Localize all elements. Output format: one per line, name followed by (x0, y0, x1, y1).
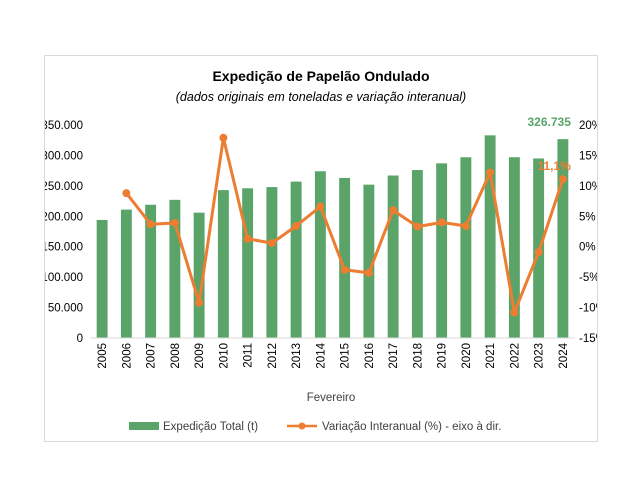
chart-subtitle: (dados originais em toneladas e variação… (176, 90, 466, 104)
x-tick-label: 2017 (388, 343, 400, 369)
annotations: 326.735 11,1% (527, 115, 571, 173)
x-tick-label: 2019 (437, 343, 449, 369)
legend-bar-label: Expedição Total (t) (163, 421, 258, 433)
bar-data-label: 326.735 (527, 115, 571, 129)
x-axis-label: Fevereiro (307, 392, 356, 404)
line-point (316, 202, 325, 211)
x-tick-label: 2010 (218, 343, 230, 369)
bar (193, 212, 205, 338)
y-left-tick-label: 0 (77, 333, 83, 345)
line-point (292, 222, 301, 231)
line-point (243, 234, 252, 243)
line-series (122, 133, 567, 317)
x-tick-label: 2008 (170, 343, 182, 369)
line-point (510, 308, 519, 317)
x-tick-label: 2009 (194, 343, 206, 369)
y-right-tick-label: 15% (579, 150, 597, 162)
x-tick-label: 2016 (364, 343, 376, 369)
bar (290, 181, 302, 338)
bar (484, 135, 496, 338)
x-tick-label: 2018 (412, 343, 424, 369)
bar (96, 219, 108, 338)
x-tick-label: 2013 (291, 343, 303, 369)
x-axis: 2005 2006 2007 2008 2009 2010 2011 2012 2013 2014… (97, 342, 570, 368)
line-point (267, 239, 276, 248)
x-tick-label: 2012 (267, 343, 279, 369)
x-tick-label: 2006 (121, 343, 133, 369)
legend-line-marker (298, 422, 306, 430)
line-point (461, 222, 470, 231)
bar (314, 171, 326, 338)
x-tick-label: 2021 (485, 343, 497, 369)
chart: Expedição de Papelão Ondulado (dados ori… (45, 68, 597, 433)
chart-frame: Expedição de Papelão Ondulado (dados ori… (44, 55, 598, 442)
bar (387, 175, 399, 338)
bar (460, 157, 472, 338)
bar (436, 163, 448, 338)
line-point (219, 133, 228, 142)
y-right-axis: -15% -10% -5% 0% 5% 10% 15% 20% (579, 120, 597, 345)
x-tick-label: 2022 (509, 343, 521, 369)
x-tick-label: 2015 (340, 343, 352, 369)
y-left-tick-label: 250.000 (45, 181, 83, 193)
legend: Expedição Total (t) Variação Interanual … (129, 421, 501, 433)
y-right-tick-label: 0% (579, 242, 596, 254)
y-right-tick-label: 10% (579, 181, 597, 193)
y-right-tick-label: -15% (579, 333, 597, 345)
y-right-tick-label: 5% (579, 211, 596, 223)
x-tick-label: 2011 (243, 343, 255, 368)
bar (145, 204, 157, 338)
bar (508, 157, 520, 338)
bar (557, 139, 569, 338)
chart-title: Expedição de Papelão Ondulado (212, 68, 429, 84)
bar (411, 170, 423, 338)
bar (169, 199, 181, 338)
x-tick-label: 2023 (534, 343, 546, 369)
line-point (413, 222, 422, 231)
line-point (146, 220, 155, 229)
bar (363, 184, 375, 338)
x-tick-label: 2024 (558, 342, 570, 368)
y-left-tick-label: 350.000 (45, 120, 83, 132)
y-left-tick-label: 300.000 (45, 150, 83, 162)
y-left-tick-label: 150.000 (45, 242, 83, 254)
line-point (486, 168, 495, 177)
bar (339, 177, 351, 338)
bar (120, 209, 132, 338)
line-point (437, 218, 446, 227)
y-left-tick-label: 200.000 (45, 211, 83, 223)
legend-bar-swatch (129, 422, 159, 430)
legend-line-label: Variação Interanual (%) - eixo à dir. (322, 421, 501, 433)
line-point (170, 218, 179, 227)
line-point (122, 189, 131, 198)
y-left-tick-label: 50.000 (48, 303, 83, 315)
bar (242, 188, 254, 338)
y-left-tick-label: 100.000 (45, 272, 83, 284)
y-right-tick-label: -5% (579, 272, 597, 284)
x-tick-label: 2014 (315, 342, 327, 368)
bar (266, 187, 278, 338)
bar (217, 190, 229, 338)
line-point (340, 265, 349, 274)
x-tick-label: 2005 (97, 343, 109, 369)
y-left-axis: 0 50.000 100.000 150.000 200.000 250.000 300.0… (45, 120, 83, 345)
x-tick-label: 2007 (146, 343, 158, 369)
line-point (558, 175, 567, 184)
line-point (195, 298, 204, 307)
y-right-tick-label: -10% (579, 303, 597, 315)
y-right-tick-label: 20% (579, 120, 597, 132)
x-tick-label: 2020 (461, 343, 473, 369)
line-data-label: 11,1% (538, 159, 572, 173)
line-point (389, 206, 398, 215)
line-point (364, 268, 373, 277)
line-point (534, 248, 543, 257)
